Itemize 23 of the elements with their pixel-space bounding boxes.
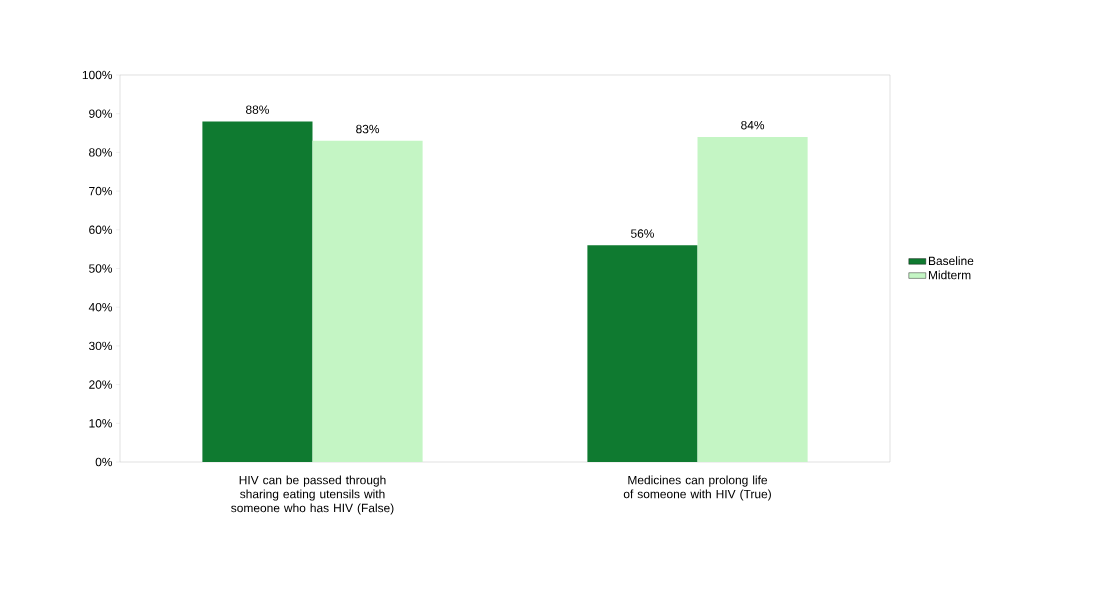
y-tick-label: 70%: [89, 186, 113, 196]
bar: [202, 121, 313, 462]
y-tick-label: 60%: [89, 225, 113, 235]
y-tick-label: 90%: [89, 109, 113, 118]
y-tick-label: 100%: [82, 70, 113, 80]
y-tick-label: 10%: [89, 419, 113, 428]
bar: [697, 136, 808, 462]
legend-label: Midterm: [928, 270, 971, 280]
y-tick-label: 40%: [88, 302, 113, 312]
y-tick-label: 80%: [89, 148, 113, 157]
y-tick-label: 20%: [89, 380, 113, 389]
y-tick-label: 0%: [95, 457, 113, 467]
data-label: 84%: [741, 120, 765, 130]
legend-label: Baseline: [928, 256, 974, 266]
y-tick-label: 30%: [89, 341, 113, 351]
data-label: 88%: [246, 105, 269, 114]
bar: [312, 140, 423, 462]
data-label: 83%: [356, 124, 380, 134]
x-tick-label: Medicines can prolong life of someone with HIV (True): [623, 475, 771, 501]
x-tick-label: HIV can be passed through sharing eating utensils with someone who has HIV (False): [231, 475, 394, 515]
y-tick-label: 50%: [89, 264, 113, 273]
data-label: 56%: [630, 229, 654, 238]
bar: [587, 245, 698, 462]
